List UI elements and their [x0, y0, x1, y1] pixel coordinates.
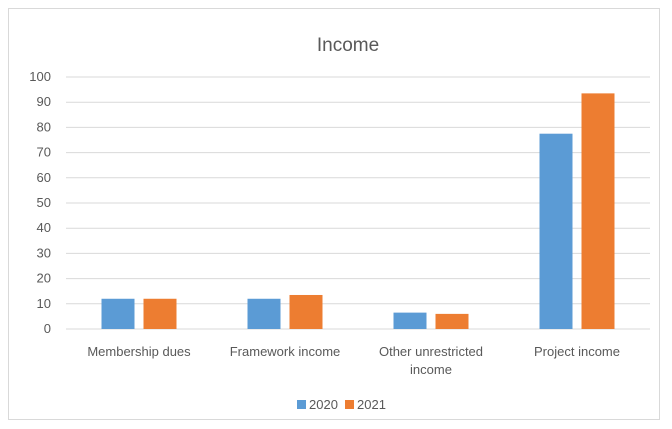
bar-2020-0 [101, 298, 135, 329]
bar-2021-2 [435, 313, 469, 329]
legend-label-2021: 2021 [357, 397, 386, 412]
y-tick-label: 60 [37, 170, 51, 185]
x-tick-label: Membership dues [87, 344, 191, 359]
x-tick-label: Other unrestricted income [379, 344, 483, 377]
bar-2021-0 [143, 298, 177, 329]
y-tick-label: 80 [37, 119, 51, 134]
legend-swatch-2021 [345, 400, 354, 409]
y-tick-label: 10 [37, 296, 51, 311]
bar-2020-3 [539, 133, 573, 329]
y-tick-label: 20 [37, 271, 51, 286]
y-tick-label: 70 [37, 145, 51, 160]
y-tick-label: 100 [29, 69, 51, 84]
chart-title: Income [317, 35, 379, 56]
bar-2021-1 [289, 294, 323, 329]
y-tick-label: 0 [44, 321, 51, 336]
chart-frame: Income 0 10 20 30 40 50 60 70 80 90 100 Membership d… [8, 8, 660, 420]
bar-2020-2 [393, 312, 427, 329]
y-tick-label: 30 [37, 245, 51, 260]
bar-2021-3 [581, 93, 615, 329]
x-tick-label: Project income [534, 344, 620, 359]
legend-swatch-2020 [297, 400, 306, 409]
y-tick-label: 50 [37, 195, 51, 210]
y-tick-label: 40 [37, 220, 51, 235]
y-tick-label: 90 [37, 94, 51, 109]
bar-2020-1 [247, 298, 281, 329]
chart-svg: Income 0 10 20 30 40 50 60 70 80 90 100 Membership d… [29, 35, 650, 412]
x-tick-label: Framework income [230, 344, 341, 359]
legend-label-2020: 2020 [309, 397, 338, 412]
